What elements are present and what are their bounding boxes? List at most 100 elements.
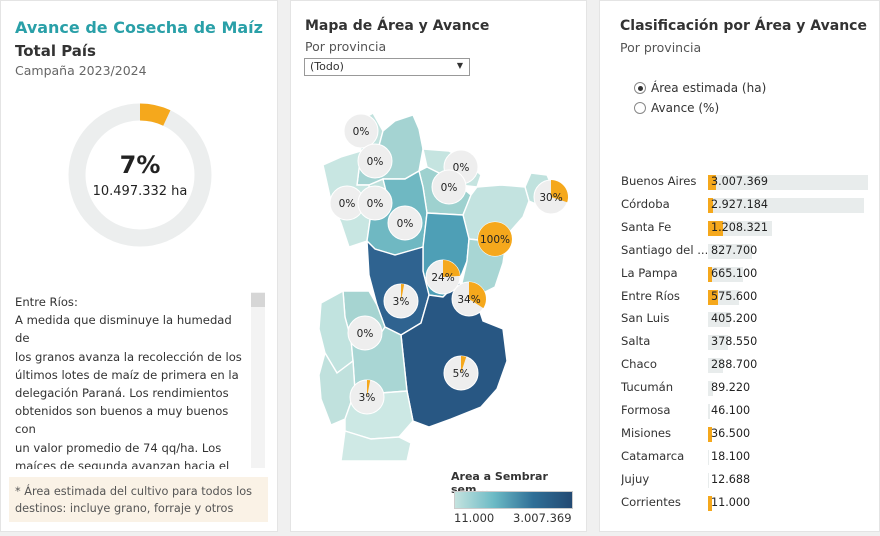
dashboard-title: Avance de Cosecha de Maíz [15,18,263,37]
marker-circle [347,315,383,351]
map-marker[interactable]: 0% [329,185,365,221]
radio-advance[interactable]: Avance (%) [634,101,719,115]
area-value: 378.550 [711,335,758,349]
area-bar[interactable] [708,220,773,236]
advance-bar[interactable] [708,175,716,190]
map-marker[interactable]: 0% [357,185,393,221]
area-value: 2.927.184 [711,197,768,211]
area-bar[interactable] [708,197,864,213]
advance-bar[interactable] [708,220,724,236]
ranking-panel: Clasificación por Área y Avance Por prov… [599,0,880,532]
argentina-map[interactable]: 0% 0% 0% 0% 0% 0% 0% 30% 100% 24%34% 3% 0% 5% 3% [311,91,571,461]
comment-line: A medida que disminuye la humedad de [15,313,232,346]
map-marker[interactable]: 0% [387,205,423,241]
map-title: Mapa de Área y Avance [305,18,490,34]
chevron-down-icon: ▼ [456,61,463,70]
area-value: 89.220 [711,381,751,395]
progress-percent: 7% [119,151,161,179]
province-name: Corrientes [621,494,681,509]
ranking-row[interactable]: Entre Ríos 575.600 [621,289,871,305]
map-marker[interactable]: 0% [431,169,467,205]
map-marker[interactable]: 0% [357,143,393,179]
area-value: 18.100 [711,449,751,463]
province-name: Jujuy [621,471,650,486]
marker-advance-wedge [401,284,405,301]
advance-bar[interactable] [708,266,712,282]
map-marker[interactable]: 24% [425,259,461,295]
marker-circle [343,113,379,149]
area-value: 3.007.369 [711,175,768,188]
advance-bar[interactable] [708,426,712,442]
ranking-row[interactable]: Catamarca 18.100 [621,449,871,465]
map-subtitle: Por provincia [305,39,387,54]
area-value: 46.100 [711,404,751,417]
area-value: 405.200 [711,312,758,326]
map-marker[interactable]: 100% [477,221,513,257]
ranking-row[interactable]: Misiones 36.500 [621,426,871,442]
comment-line: obtenidos son buenos a muy buenos con [15,404,229,437]
map-marker[interactable]: 3% [349,379,385,415]
map-marker[interactable]: 0% [347,315,383,351]
area-bar[interactable] [708,449,709,465]
marker-label: 100% [480,234,510,246]
comment-line: delegación Paraná. Los rendimientos [15,386,229,401]
province-filter[interactable]: (Todo) ▼ [304,58,470,76]
ranking-title: Clasificación por Área y Avance [620,18,867,34]
comment-scroll-thumb[interactable] [251,293,265,307]
advance-bar[interactable] [708,495,712,511]
comment-scrollbar[interactable] [251,292,265,468]
province-name: Formosa [621,403,671,417]
province-name: Córdoba [621,196,670,211]
ranking-row[interactable]: Formosa 46.100 [621,403,871,419]
area-value: 1.208.321 [711,220,768,234]
area-footnote: * Área estimada del cultivo para todos l… [9,477,268,522]
map-marker[interactable]: 30% [533,179,569,215]
map-marker[interactable]: 0% [343,113,379,149]
radio-area-dot[interactable] [634,82,646,94]
comment-text: Entre Ríos: A medida que disminuye la hum… [15,293,247,469]
map-marker[interactable]: 5% [443,355,479,391]
radio-advance-dot[interactable] [634,102,646,114]
province-name: Misiones [621,425,672,440]
radio-area[interactable]: Área estimada (ha) [634,81,766,95]
marker-label: 0% [339,198,356,210]
area-bar[interactable] [708,266,744,282]
comment-line: maíces de segunda avanzan hacia el [15,458,230,469]
marker-advance-wedge [469,282,486,309]
area-bar[interactable] [708,335,729,351]
ranking-row[interactable]: Jujuy 12.688 [621,472,871,488]
ranking-row[interactable]: Santa Fe 1.208.321 [621,220,871,236]
area-bar[interactable] [708,243,753,259]
marker-label: 24% [431,272,454,284]
radio-area-label: Área estimada (ha) [651,81,767,95]
radio-advance-label: Avance (%) [651,101,720,115]
ranking-row[interactable]: Chaco 288.700 [621,357,871,374]
ranking-row[interactable]: Córdoba 2.927.184 [621,197,871,213]
marker-advance-wedge [443,260,460,277]
area-bar[interactable] [708,381,713,397]
progress-donut[interactable] [67,102,213,248]
advance-bar[interactable] [708,197,713,213]
ranking-row[interactable]: San Luis 405.200 [621,311,871,328]
ranking-row[interactable]: Corrientes 11.000 [621,495,871,511]
area-bar[interactable] [708,404,711,419]
map-marker[interactable]: 3% [383,283,419,319]
map-marker[interactable]: 34% [451,281,487,317]
ranking-row[interactable]: Santiago del ... 827.700 [621,243,871,259]
legend-min: 11.000 [454,511,495,525]
ranking-row[interactable]: Salta 378.550 [621,334,871,351]
advance-bar[interactable] [708,289,719,305]
ranking-row[interactable]: Tucumán 89.220 [621,380,871,397]
marker-label: 34% [457,294,480,306]
marker-advance-wedge [367,379,371,397]
ranking-row[interactable]: Buenos Aires 3.007.369 [621,174,871,190]
area-bar[interactable] [708,312,730,328]
province-name: San Luis [621,311,670,326]
area-value: 288.700 [711,358,758,372]
area-bar[interactable] [708,358,724,374]
area-bar[interactable] [708,472,709,488]
area-bar[interactable] [708,175,868,190]
ranking-row[interactable]: La Pampa 665.100 [621,266,871,282]
marker-label: 0% [367,198,384,210]
province-name: Chaco [621,357,658,372]
